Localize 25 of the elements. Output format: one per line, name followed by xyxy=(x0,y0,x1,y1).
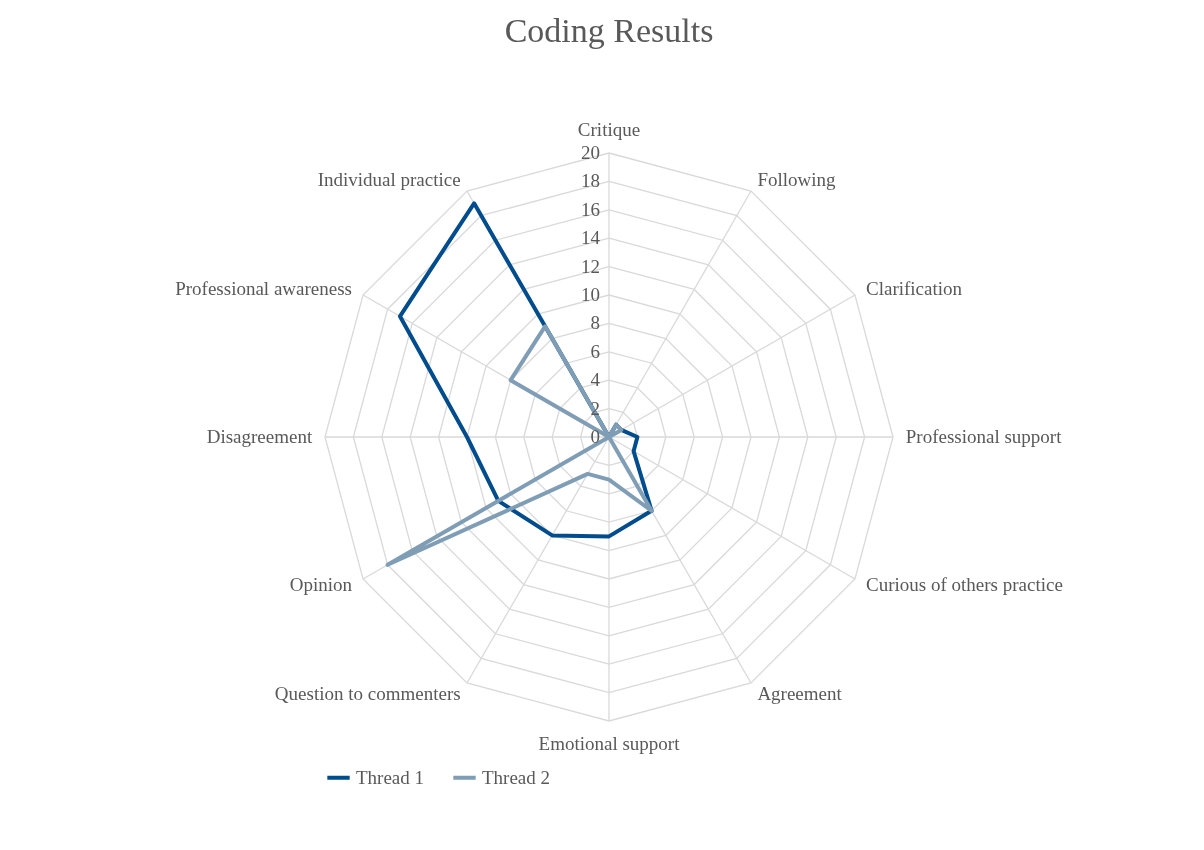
spoke-label: Clarification xyxy=(866,277,963,299)
spoke-label: Emotional support xyxy=(538,732,681,754)
legend-label: Thread 2 xyxy=(482,766,551,788)
chart-title: Coding Results xyxy=(504,12,714,50)
spoke-label: Critique xyxy=(577,119,641,141)
spoke-label: Curious of others practice xyxy=(866,574,1063,596)
y-tick-label: 20 xyxy=(581,142,600,163)
y-tick-label: 0 xyxy=(590,426,600,447)
y-tick-label: 8 xyxy=(590,312,600,334)
y-tick-label: 14 xyxy=(581,227,601,249)
y-tick-label: 4 xyxy=(590,369,601,391)
y-tick-label: 6 xyxy=(590,340,600,362)
y-tick-label: 18 xyxy=(581,170,600,192)
spoke-label: Opinion xyxy=(289,574,353,596)
spoke-label: Question to commenters xyxy=(274,683,461,705)
legend-label: Thread 1 xyxy=(356,766,425,788)
spoke-label: Disagreement xyxy=(206,426,313,447)
y-tick-label: 16 xyxy=(581,198,600,220)
y-tick-label: 10 xyxy=(581,284,600,305)
spoke-label: Professional awareness xyxy=(175,277,352,299)
y-tick-label: 12 xyxy=(581,255,600,277)
spoke-label: Professional support xyxy=(905,426,1063,447)
spoke-label: Agreement xyxy=(757,683,843,705)
spoke-label: Following xyxy=(757,168,837,190)
spoke-label: Individual practice xyxy=(317,168,461,190)
